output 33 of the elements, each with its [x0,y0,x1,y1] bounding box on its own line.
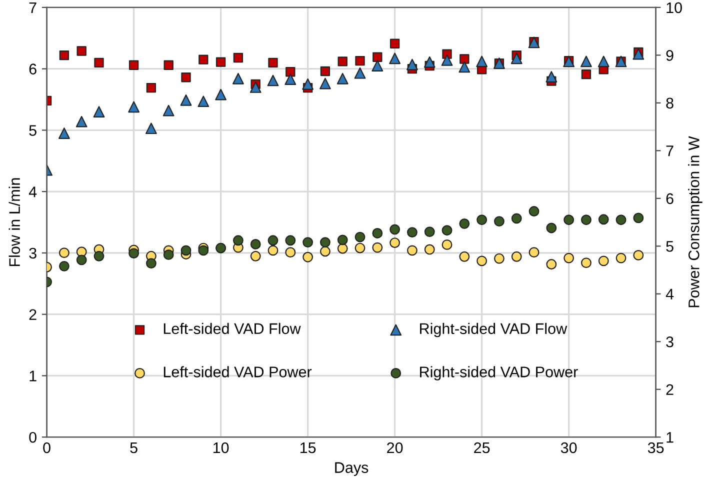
x-tick-label: 5 [130,442,138,454]
y-tick-label: 2 [29,309,36,320]
x-tick-label: 30 [560,442,577,454]
x-tick-label: 10 [213,442,229,454]
y-tick-label: 6 [29,64,36,74]
x-tick-label: 20 [387,442,403,454]
legend-label: Left-sided VAD Flow [164,322,301,334]
y-tick-label: 3 [29,248,36,259]
y2-tick-label: 4 [666,288,674,300]
y2-tick-label: 7 [666,146,674,156]
x-tick-label: 15 [300,442,316,454]
x-tick-label: 25 [474,442,490,454]
y2-tick-label: 5 [666,241,674,252]
y2-tick-label: 8 [666,98,674,109]
y2-tick-label: 10 [666,2,682,14]
legend-label: Right-sided VAD Flow [420,322,568,338]
y2-tick-label: 1 [666,432,674,443]
y-tick-label: 4 [28,186,37,198]
y2-tick-label: 2 [666,384,674,395]
x-axis-title: Days [335,462,368,476]
y2-tick-label: 6 [666,193,674,204]
x-tick-label: 0 [43,442,50,454]
y2-tick-label: 3 [666,336,674,348]
y-tick-label: 5 [29,125,36,136]
y-tick-label: 7 [29,2,36,13]
y-axis-title: Flow in L/min [8,178,20,266]
y2-axis-title: Power Consumption in W [688,136,702,308]
x-tick-label: 35 [648,442,664,454]
legend-label: Left-sided VAD Power [164,366,312,378]
y2-tick-label: 9 [666,50,674,61]
legend-label: Right-sided VAD Power [420,366,578,380]
y-tick-label: 0 [29,432,36,443]
y-tick-label: 1 [30,370,36,382]
